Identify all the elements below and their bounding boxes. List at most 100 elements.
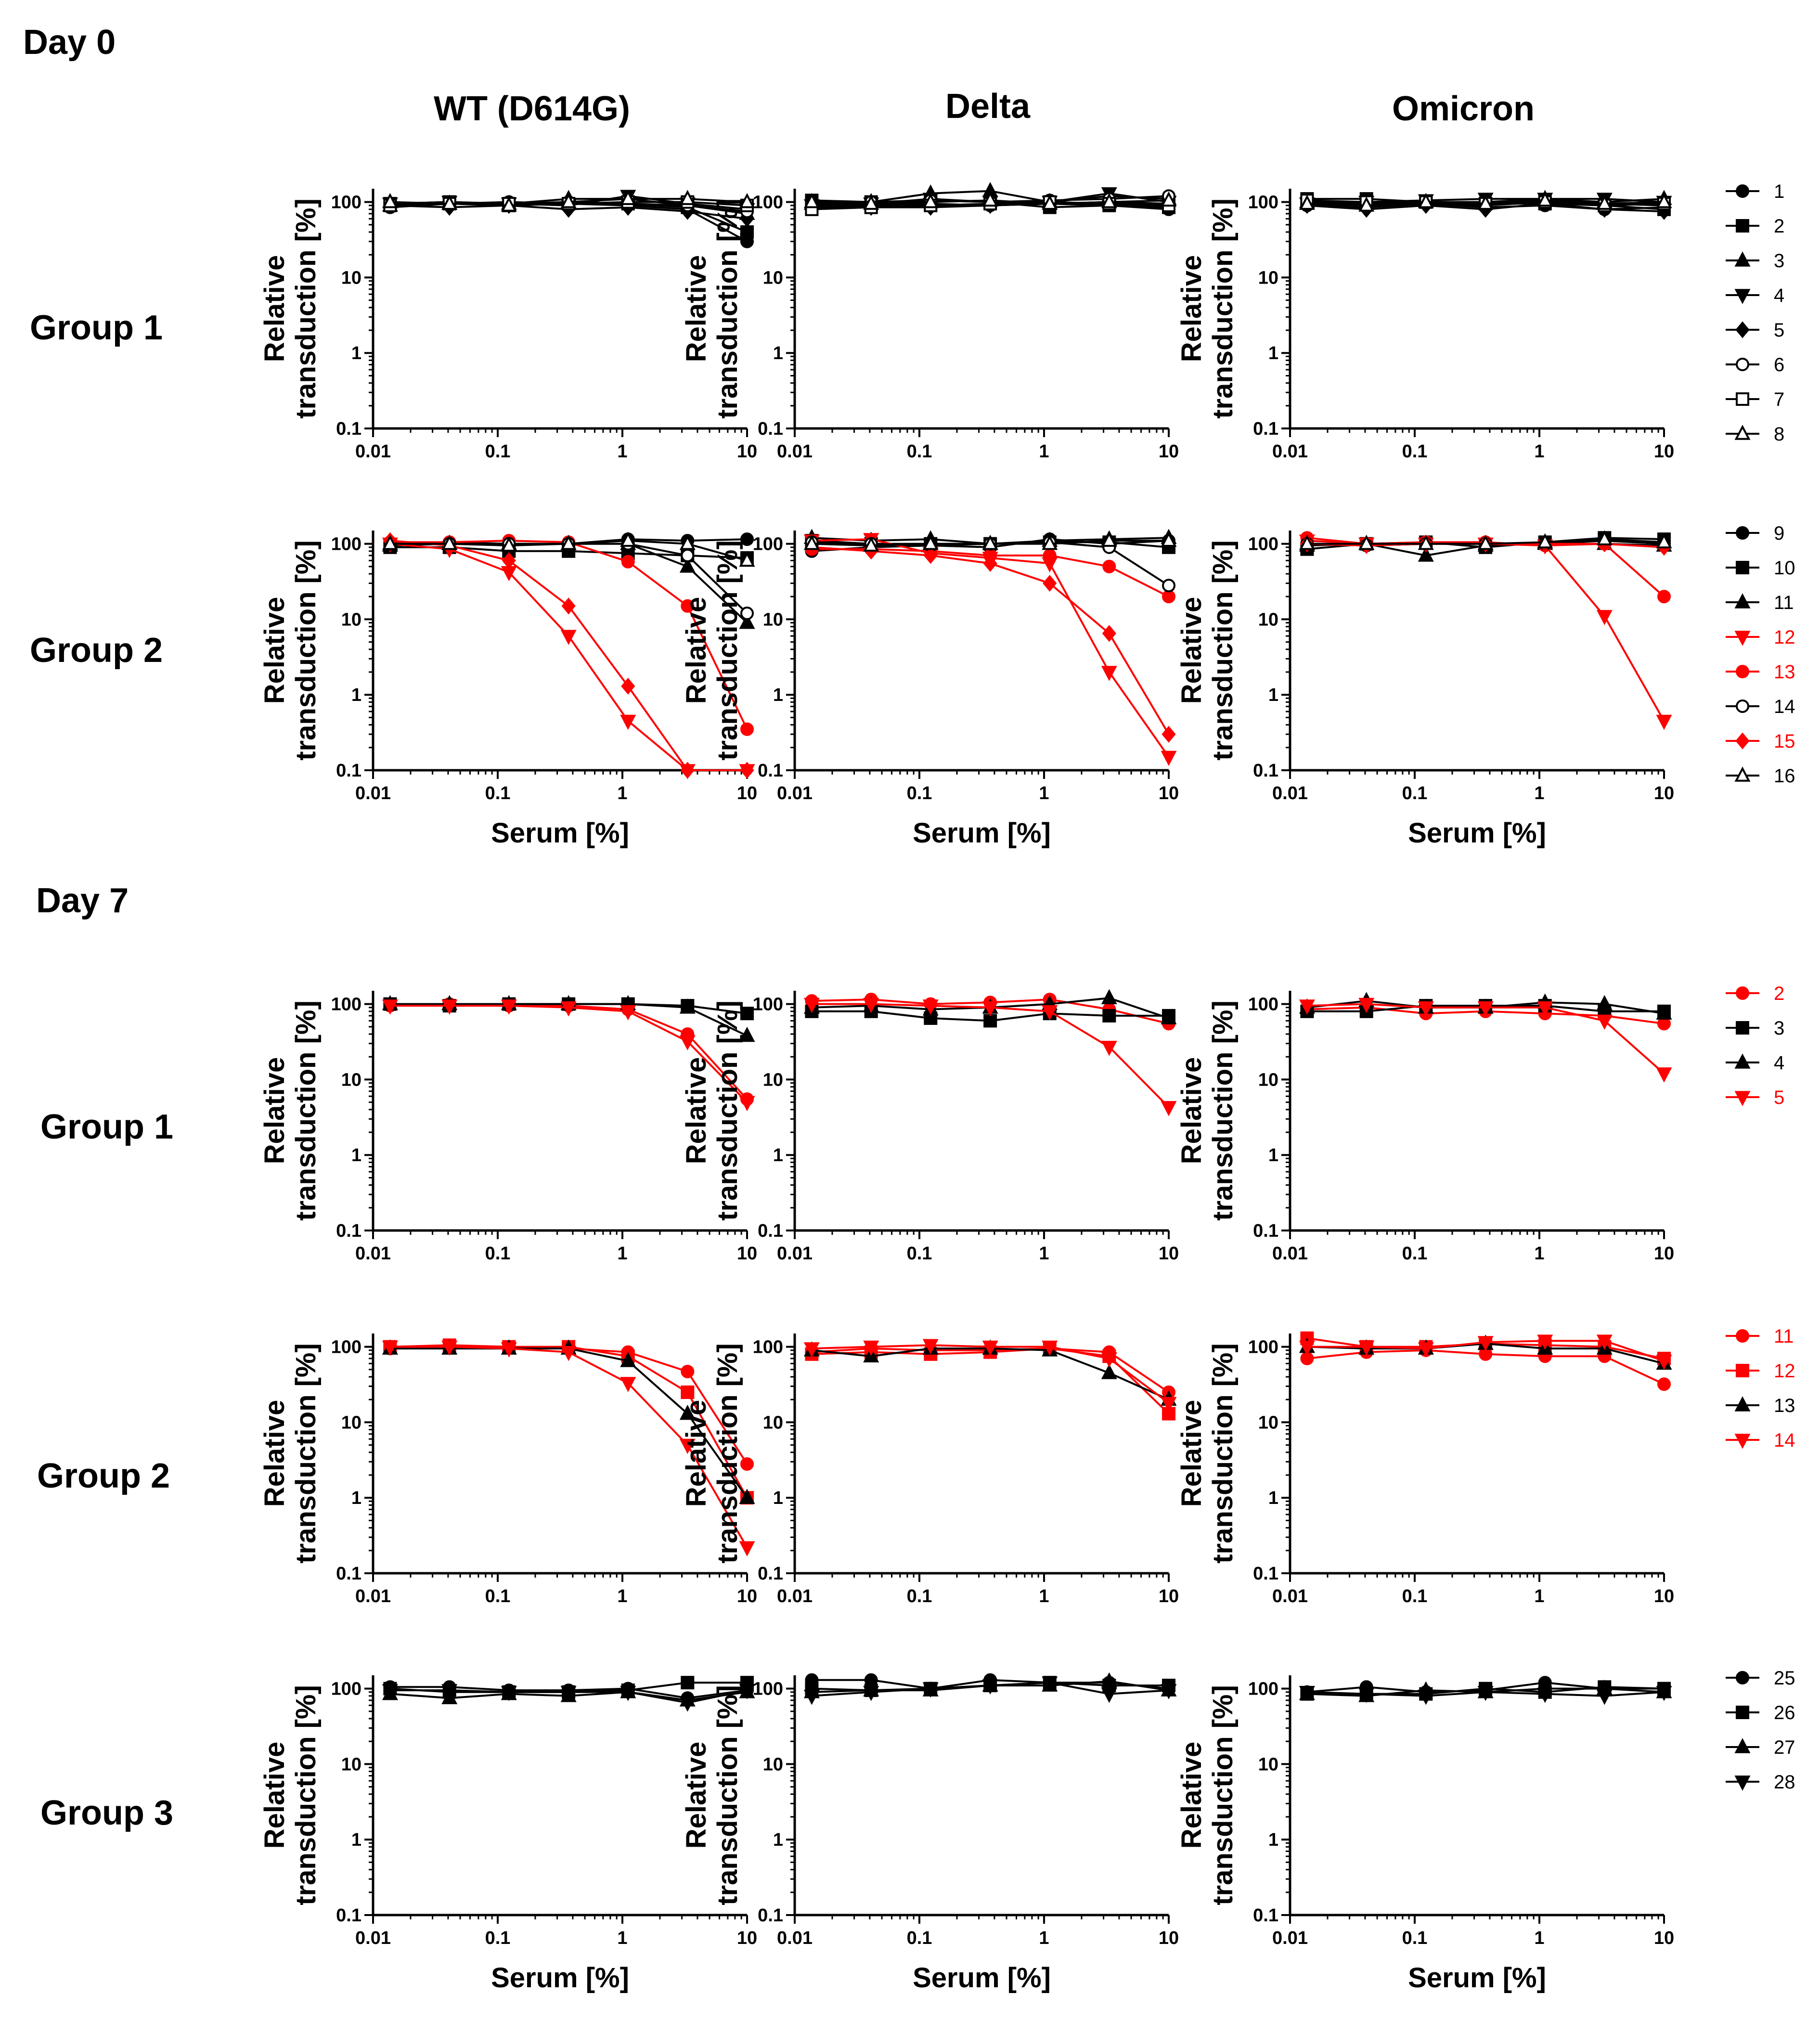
y-tick-label: 10 [763,609,783,630]
x-tick-label: 10 [1654,1928,1674,1948]
x-tick-label: 0.01 [355,1928,391,1948]
series-12 [1299,534,1672,730]
row-label-day7-group1: Group 1 [40,1108,173,1146]
data-point-8-2 [1418,193,1434,208]
y-tick-label: 100 [331,1679,361,1699]
legend-marker-14 [1734,1434,1751,1449]
data-point-16-3 [982,534,998,550]
legend-label-1: 1 [1774,181,1784,202]
x-tick-label: 10 [1654,441,1674,462]
data-point-8-5 [1101,193,1117,208]
data-point-28-6 [1161,1684,1177,1699]
y-tick-label: 1 [351,1488,361,1508]
legend-marker-3 [1734,251,1751,267]
data-point-28-3 [982,1679,998,1695]
data-point-13-5 [679,1404,696,1420]
data-point-16-0 [1299,534,1315,550]
data-point-14-2 [501,1342,517,1358]
legend-label-14: 14 [1774,696,1795,717]
x-tick-label: 10 [737,1586,757,1606]
data-point-11-6 [740,1457,754,1471]
data-point-28-6 [1656,1685,1672,1701]
legend-marker-16 [1734,766,1751,782]
legend-marker-3 [1736,1021,1749,1035]
x-tick-label: 1 [1534,1586,1544,1606]
y-axis-label-line2: transduction [%] [712,1343,743,1564]
data-point-12-6 [1161,751,1177,766]
data-point-16-5 [1596,530,1613,545]
y-axis-label-line1: Relative [681,255,712,362]
data-point-8-2 [922,193,939,208]
column-title-omicron: Omicron [1392,90,1535,128]
x-axis-label: Serum [%] [1408,817,1546,849]
data-point-13-6 [740,722,754,736]
x-tick-label: 1 [617,441,627,462]
y-axis-label-line2: transduction [%] [712,198,743,419]
data-point-9-6 [740,532,754,546]
y-tick-label: 10 [1258,1412,1278,1433]
y-tick-label: 10 [341,1070,361,1090]
data-point-5-1 [863,997,879,1013]
y-tick-label: 1 [773,1145,783,1165]
legend-label-9: 9 [1774,523,1784,544]
data-point-4-5 [679,998,696,1014]
data-point-11-2 [1418,546,1434,562]
y-tick-label: 100 [331,995,361,1015]
data-point-5-2 [501,999,517,1015]
x-tick-label: 1 [1039,441,1049,462]
legend-label-4: 4 [1774,1052,1784,1074]
data-point-16-4 [1537,533,1553,549]
data-point-28-2 [501,1685,517,1701]
x-tick-label: 1 [1534,1928,1544,1948]
y-tick-label: 0.1 [758,1905,783,1926]
data-point-5-2 [922,999,939,1015]
data-point-16-2 [1418,534,1434,550]
y-tick-label: 10 [341,1754,361,1774]
x-tick-label: 0.01 [777,783,813,803]
series-14 [382,1340,755,1557]
data-point-13-6 [739,1489,755,1504]
data-point-28-3 [560,1685,577,1701]
data-point-4-5 [1101,989,1117,1004]
y-tick-label: 1 [1268,1145,1278,1165]
x-tick-label: 0.01 [777,1928,813,1948]
data-point-13-5 [1102,559,1116,573]
y-axis-label-line2: transduction [%] [290,1343,322,1564]
y-tick-label: 10 [763,1754,783,1774]
data-point-8-0 [1299,194,1315,210]
x-tick-label: 0.1 [1402,1243,1428,1264]
data-point-16-5 [679,534,696,550]
y-axis-label-line2: transduction [%] [712,1000,743,1221]
y-tick-label: 1 [351,1145,361,1165]
y-axis-label-line2: transduction [%] [1207,1685,1239,1905]
data-point-13-5 [681,599,695,613]
x-axis-label: Serum [%] [913,1962,1051,1994]
legend-label-28: 28 [1774,1772,1795,1793]
data-point-15-2 [502,552,516,569]
data-point-8-0 [382,193,398,208]
legend-marker-10 [1736,561,1749,574]
y-tick-label: 1 [1268,1830,1278,1850]
legend-label-13: 13 [1774,1395,1795,1416]
data-point-15-3 [983,555,997,572]
data-point-5-1 [1358,997,1375,1013]
data-point-12-5 [1101,666,1117,681]
column-title-wt: WT (D614G) [434,90,630,128]
data-point-16-0 [803,534,820,550]
series-16 [1299,530,1672,550]
data-point-8-3 [982,191,998,207]
row-label-day0-group1: Group 1 [30,309,163,347]
x-tick-label: 10 [1654,1586,1674,1606]
y-tick-label: 1 [351,1830,361,1850]
y-tick-label: 10 [763,1070,783,1090]
data-point-5-5 [679,1035,696,1050]
data-point-15-5 [680,762,695,779]
data-point-28-5 [1596,1690,1613,1705]
data-point-13-6 [1657,590,1671,604]
data-point-5-0 [382,999,398,1015]
data-point-13-4 [620,1352,636,1367]
legend-marker-2 [1736,219,1749,233]
